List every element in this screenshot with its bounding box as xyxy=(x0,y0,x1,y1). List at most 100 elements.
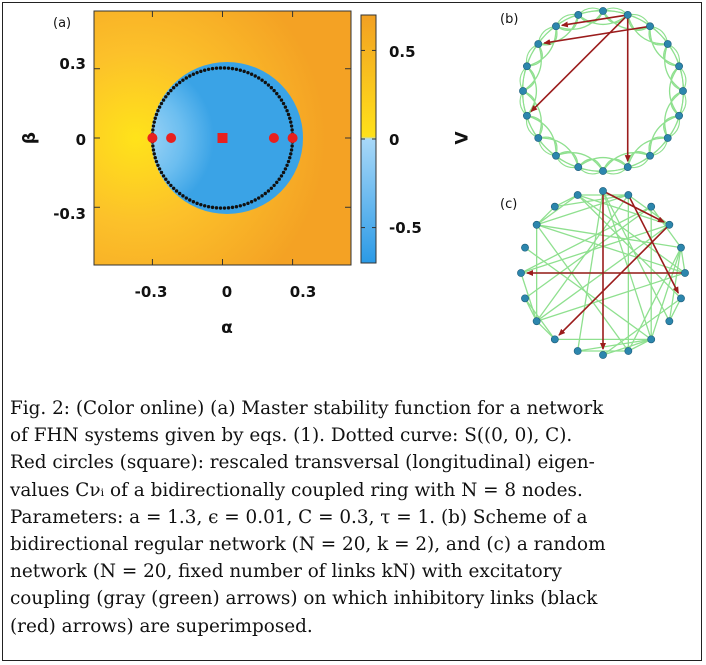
network-node xyxy=(623,11,632,19)
curve-dot xyxy=(249,200,254,204)
network-node xyxy=(552,151,560,160)
curve-dot xyxy=(281,170,286,175)
excitatory-link xyxy=(524,206,652,299)
colorbar-tick-top: 0.5 xyxy=(389,43,416,61)
excitatory-link xyxy=(522,90,542,139)
curve-dot xyxy=(152,120,156,124)
network-node xyxy=(623,163,632,171)
excitatory-link xyxy=(628,338,652,352)
excitatory-link xyxy=(680,247,686,274)
curve-dot xyxy=(181,194,185,198)
curve-dot xyxy=(289,152,293,156)
curve-dot xyxy=(277,95,281,99)
caption-line: (red) arrows) are superimposed. xyxy=(10,615,313,637)
network-node xyxy=(665,220,674,229)
curve-dot xyxy=(269,186,274,190)
excitatory-link xyxy=(555,10,604,30)
curve-dot xyxy=(156,163,160,167)
curve-dot xyxy=(218,206,223,210)
curve-dot xyxy=(286,159,291,164)
curve-dot xyxy=(288,156,292,160)
caption-line: coupling (gray (green) arrows) on which … xyxy=(10,588,598,610)
excitatory-link xyxy=(522,43,542,92)
curve-dot xyxy=(195,201,199,206)
curve-dot xyxy=(279,98,284,102)
curve-dot xyxy=(171,86,176,90)
inhibitory-arrow xyxy=(627,194,679,294)
network-node xyxy=(647,202,656,211)
caption-line: values Cνᵢ of a bidirectionally coupled … xyxy=(10,479,583,501)
transversal-eigenvalue-circle xyxy=(147,133,158,143)
network-node xyxy=(523,111,531,120)
excitatory-link xyxy=(524,297,556,340)
curve-dot xyxy=(285,163,289,167)
curve-dot xyxy=(286,112,291,117)
curve-dot xyxy=(238,68,243,72)
x-tick-label-middle: 0 xyxy=(222,283,232,301)
excitatory-link xyxy=(649,115,680,156)
curve-dot xyxy=(164,177,168,181)
curve-dot xyxy=(154,159,159,164)
excitatory-link xyxy=(536,194,629,226)
excitatory-link xyxy=(668,298,682,322)
curve-dot xyxy=(157,105,162,109)
network-node xyxy=(679,87,687,95)
curve-dot xyxy=(272,183,276,188)
curve-dot xyxy=(157,167,162,171)
curve-dot xyxy=(275,91,279,96)
panel-a-stability-map: (a) 0.3 0 -0.3 -0.3 0 0.3 α β xyxy=(20,10,352,338)
transversal-eigenvalue-circle xyxy=(166,133,177,143)
curve-dot xyxy=(164,95,168,99)
y-tick-label-middle: 0 xyxy=(76,131,86,149)
excitatory-link xyxy=(538,137,579,168)
curve-dot xyxy=(290,128,294,132)
curve-dot xyxy=(152,152,156,156)
network-node xyxy=(552,22,560,31)
curve-dot xyxy=(166,91,170,96)
network-node xyxy=(523,62,531,71)
curve-dot xyxy=(266,189,271,193)
network-node xyxy=(599,167,607,175)
curve-dot xyxy=(263,191,268,196)
caption-line: Red circles (square): rescaled transvers… xyxy=(10,452,595,474)
curve-dot xyxy=(246,201,250,206)
network-node xyxy=(681,269,689,277)
network-node xyxy=(599,7,607,15)
curve-dot xyxy=(279,174,284,178)
curve-dot xyxy=(290,144,294,148)
curve-dot xyxy=(242,69,246,74)
excitatory-link xyxy=(664,90,684,139)
y-tick-label-top: 0.3 xyxy=(59,55,86,73)
excitatory-link xyxy=(577,14,629,26)
network-node xyxy=(663,40,672,48)
curve-dot xyxy=(202,204,207,208)
network-node xyxy=(532,317,541,326)
excitatory-link xyxy=(668,247,682,322)
excitatory-link xyxy=(536,224,682,249)
curve-dot xyxy=(174,83,179,87)
excitatory-link xyxy=(602,297,682,356)
excitatory-link xyxy=(536,194,629,322)
curve-dot xyxy=(188,74,192,78)
excitatory-link xyxy=(627,137,668,168)
curve-dot xyxy=(289,124,294,128)
excitatory-link xyxy=(627,14,668,45)
excitatory-link xyxy=(520,206,652,274)
network-node xyxy=(534,40,543,48)
network-node xyxy=(574,163,583,171)
excitatory-link xyxy=(577,190,604,352)
random-network-graph xyxy=(517,187,689,359)
excitatory-link xyxy=(577,194,686,274)
curve-dot xyxy=(214,206,219,210)
curve-dot xyxy=(199,202,203,207)
network-node xyxy=(624,191,633,199)
curve-dot xyxy=(151,148,156,152)
excitatory-link xyxy=(627,194,670,226)
network-node xyxy=(534,134,543,142)
excitatory-link xyxy=(524,247,652,340)
y-axis-label: β xyxy=(20,132,40,144)
caption-line: of FHN systems given by eqs. (1). Dotted… xyxy=(10,425,573,447)
inhibitory-arrow xyxy=(560,14,628,28)
caption-line: Parameters: a = 1.3, ϵ = 0.01, C = 0.3, … xyxy=(10,506,588,528)
network-node xyxy=(573,347,582,355)
